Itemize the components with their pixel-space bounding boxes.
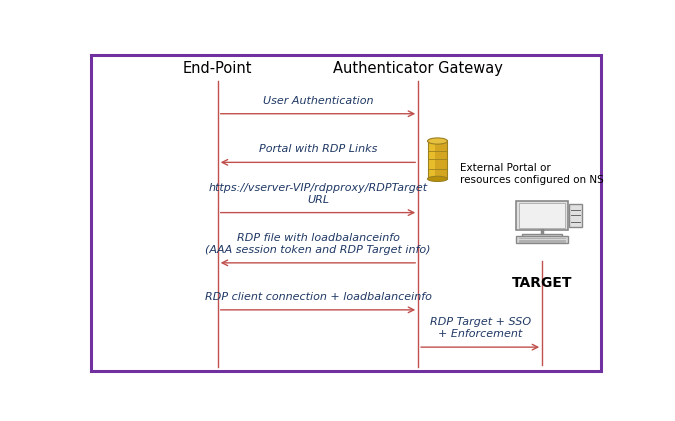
Bar (429, 142, 435, 177)
Text: End-Point: End-Point (183, 61, 252, 76)
Text: https://vserver-VIP/rdpproxy/RDPTarget
URL: https://vserver-VIP/rdpproxy/RDPTarget U… (209, 183, 427, 205)
Text: RDP Target + SSO
+ Enforcement: RDP Target + SSO + Enforcement (429, 317, 531, 339)
Bar (519, 203, 566, 228)
Text: Authenticator Gateway: Authenticator Gateway (333, 61, 503, 76)
Text: External Portal or
resources configured on NS: External Portal or resources configured … (460, 163, 603, 184)
Ellipse shape (427, 176, 448, 181)
Text: RDP client connection + loadbalanceinfo: RDP client connection + loadbalanceinfo (205, 292, 431, 302)
Bar (522, 234, 562, 237)
Text: TARGET: TARGET (512, 276, 572, 290)
Text: RDP file with loadbalanceinfo
(AAA session token and RDP Target info): RDP file with loadbalanceinfo (AAA sessi… (205, 233, 431, 255)
Text: User Authentication: User Authentication (263, 96, 373, 106)
Text: Portal with RDP Links: Portal with RDP Links (259, 144, 377, 154)
Ellipse shape (427, 138, 448, 144)
Bar (427, 140, 448, 179)
Bar (516, 201, 568, 230)
Bar (569, 204, 583, 227)
FancyBboxPatch shape (516, 236, 568, 243)
